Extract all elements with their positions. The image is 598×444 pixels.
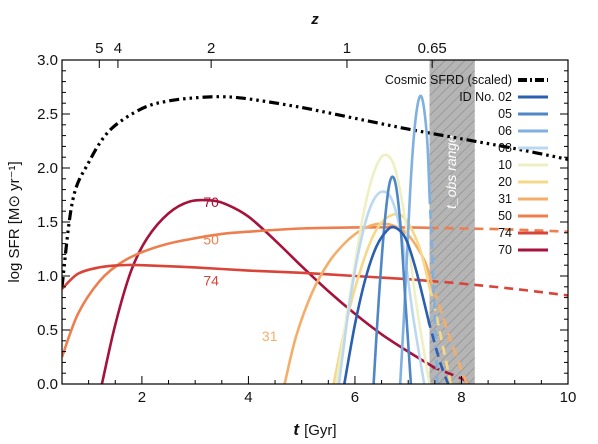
series-74 xyxy=(62,263,568,297)
top-tick-label: 0.65 xyxy=(418,40,447,57)
curve-annotation: 50 xyxy=(203,232,219,248)
series-line-06 xyxy=(398,94,431,384)
tick-layer: 2 4 6 8 100.00.51.01.52.02.53.05 4 2 1 0.65 xyxy=(37,40,576,406)
top-tick-label: 5 xyxy=(95,40,103,57)
t-obs-band xyxy=(429,60,475,384)
legend-item: Cosmic SFRD (scaled) xyxy=(385,73,548,87)
series-50 xyxy=(62,225,568,358)
series-line-cosmic-sfrd-scaled xyxy=(62,95,568,287)
series-line-50 xyxy=(62,225,430,358)
y-tick-label: 0.0 xyxy=(37,376,58,393)
x-tick-label: 2 xyxy=(138,389,146,406)
legend-label: 31 xyxy=(498,192,512,206)
legend-item: 74 xyxy=(498,226,548,240)
legend-item: 05 xyxy=(498,107,548,121)
series-line-dashed-02 xyxy=(427,320,450,384)
series-02 xyxy=(343,225,450,384)
series-line-05 xyxy=(372,175,413,384)
x-axis-title: t [Gyr] xyxy=(293,420,336,439)
legend: Cosmic SFRD (scaled) ID No. 02 05 06 08 10 20 3… xyxy=(385,73,548,257)
curve-annotation: 74 xyxy=(203,273,219,289)
y-tick-label: 3.0 xyxy=(37,52,58,69)
legend-label: 05 xyxy=(498,107,512,121)
series-line-dashed-31 xyxy=(428,275,469,384)
legend-item: 50 xyxy=(498,209,548,223)
x-tick-label: 8 xyxy=(457,389,465,406)
legend-label: 74 xyxy=(498,226,512,240)
series-line-08 xyxy=(337,190,426,384)
x-tick-label: 10 xyxy=(560,389,577,406)
series-layer xyxy=(62,94,568,384)
top-axis-title: z xyxy=(310,11,319,28)
series-line-dashed-06 xyxy=(428,194,439,384)
series-line-74 xyxy=(62,263,430,290)
series-08 xyxy=(337,190,426,384)
legend-label: 50 xyxy=(498,209,512,223)
y-axis-title: log SFR [M⊙ yr⁻¹] xyxy=(6,161,23,282)
curve-annotation: 70 xyxy=(203,194,219,210)
y-tick-label: 2.0 xyxy=(37,160,58,177)
top-tick-label: 2 xyxy=(207,40,215,57)
legend-label: 08 xyxy=(498,141,512,155)
legend-label: 06 xyxy=(498,124,512,138)
y-tick-label: 1.5 xyxy=(37,214,58,231)
legend-label: 70 xyxy=(498,243,512,257)
x-axis-variable: t xyxy=(293,420,300,439)
series-line-02 xyxy=(343,225,431,384)
legend-item: 20 xyxy=(498,175,548,189)
t-obs-band-label: t_obs range xyxy=(443,135,459,209)
t-obs-band-layer: t_obs range xyxy=(429,60,475,384)
legend-item: ID No. 02 xyxy=(459,90,548,104)
plot-frame xyxy=(61,59,569,385)
y-tick-label: 1.0 xyxy=(37,268,58,285)
y-tick-label: 2.5 xyxy=(37,106,58,123)
legend-item: 08 xyxy=(498,141,548,155)
x-axis-unit: [Gyr] xyxy=(304,422,337,439)
series-05 xyxy=(372,175,413,384)
legend-label: Cosmic SFRD (scaled) xyxy=(385,73,512,87)
legend-item: 10 xyxy=(498,158,548,172)
curve-annotation: 31 xyxy=(262,328,278,344)
series-line-dashed-70 xyxy=(431,365,471,384)
top-tick-label: 1 xyxy=(343,40,351,57)
legend-label: 20 xyxy=(498,175,512,189)
legend-item: 06 xyxy=(498,124,548,138)
legend-item: 31 xyxy=(498,192,548,206)
y-tick-label: 0.5 xyxy=(37,322,58,339)
legend-label: 10 xyxy=(498,158,512,172)
annotation-layer: 70 50 74 31 xyxy=(203,194,277,344)
x-tick-label: 6 xyxy=(351,389,359,406)
legend-item: 70 xyxy=(498,243,548,257)
legend-label: ID No. 02 xyxy=(459,90,512,104)
x-tick-label: 4 xyxy=(244,389,252,406)
series-cosmic-sfrd-scaled xyxy=(62,95,568,287)
top-tick-label: 4 xyxy=(114,40,122,57)
